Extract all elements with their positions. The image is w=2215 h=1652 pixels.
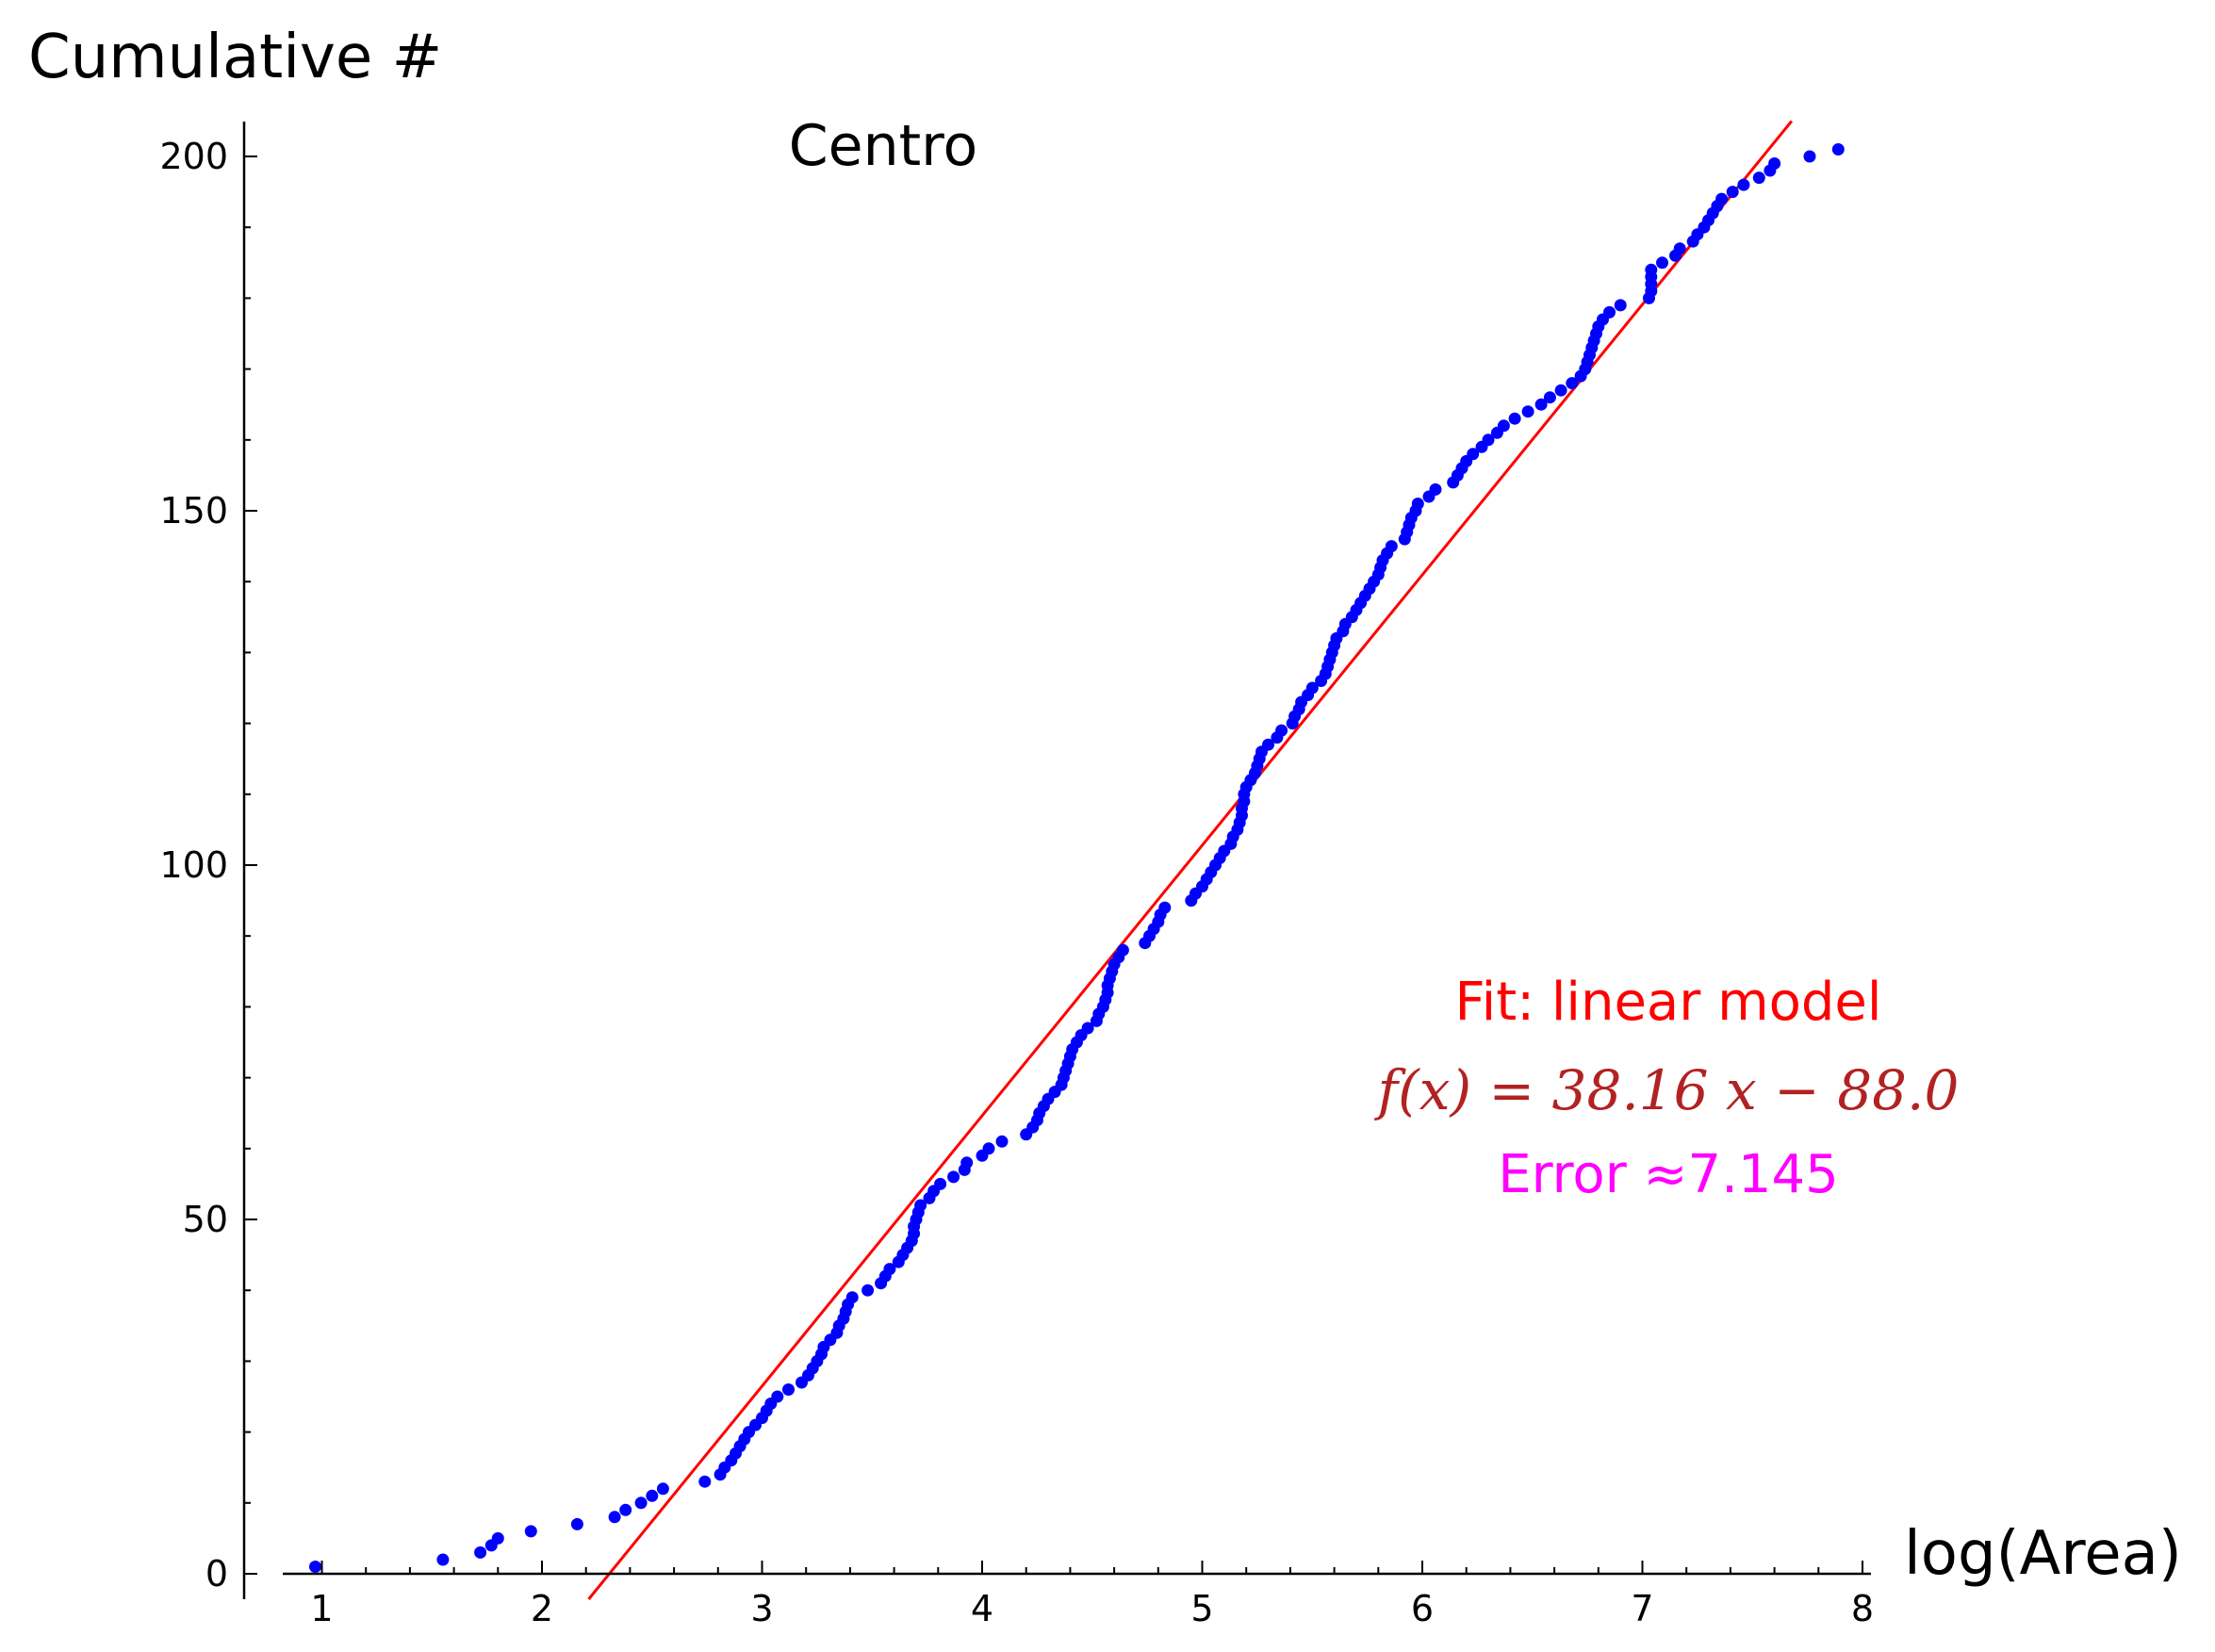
- data-point: [1673, 242, 1686, 255]
- data-point: [883, 1263, 896, 1276]
- data-point: [782, 1383, 795, 1396]
- data-point: [1081, 1022, 1094, 1035]
- data-point: [995, 1135, 1009, 1148]
- data-point: [1508, 412, 1521, 425]
- axes: 1 2 3 4 5 6 7 8 0 50 100 150 200: [159, 122, 1874, 1629]
- data-point: [1467, 448, 1480, 461]
- fit-formula: f(x) = 38.16 x − 88.0: [1374, 1058, 1960, 1122]
- y-tick-label: 50: [183, 1199, 228, 1240]
- y-axis-label: Cumulative #: [28, 23, 442, 92]
- data-point: [1385, 540, 1398, 553]
- data-point: [1497, 419, 1510, 433]
- x-axis-label: log(Area): [1904, 1519, 2182, 1589]
- data-point: [1645, 263, 1658, 276]
- data-point: [436, 1553, 450, 1566]
- y-tick-label: 100: [159, 844, 228, 886]
- data-point: [309, 1561, 321, 1573]
- x-tick-label: 4: [971, 1588, 993, 1629]
- x-ticks: 1 2 3 4 5 6 7 8: [310, 1561, 1874, 1629]
- data-point: [934, 1177, 947, 1190]
- data-point: [1614, 299, 1627, 312]
- data-point: [914, 1199, 927, 1212]
- data-point: [1656, 256, 1668, 270]
- data-point: [656, 1482, 669, 1496]
- data-point: [947, 1170, 960, 1184]
- x-tick-label: 5: [1190, 1588, 1213, 1629]
- data-point: [1429, 483, 1442, 496]
- data-point: [474, 1546, 487, 1559]
- data-point: [1831, 143, 1845, 155]
- y-tick-label: 150: [159, 490, 228, 532]
- x-tick-label: 2: [531, 1588, 553, 1629]
- data-points: [309, 143, 1845, 1573]
- data-point: [1305, 681, 1319, 695]
- data-point: [1803, 150, 1816, 163]
- x-tick-label: 6: [1411, 1588, 1434, 1629]
- data-point: [1737, 178, 1750, 191]
- data-point: [982, 1142, 995, 1155]
- data-point: [1715, 192, 1729, 205]
- fit-error: Error ≈7.145: [1498, 1144, 1839, 1205]
- y-tick-label: 0: [205, 1553, 228, 1595]
- data-point: [1603, 305, 1616, 319]
- data-point: [861, 1284, 875, 1297]
- fit-label: Fit: linear model: [1455, 972, 1882, 1033]
- data-point: [960, 1156, 974, 1169]
- data-point: [1158, 901, 1172, 914]
- data-point: [1566, 377, 1579, 390]
- data-point: [1534, 398, 1548, 411]
- data-point: [1521, 405, 1534, 418]
- fit-line-layer: [587, 120, 1794, 1600]
- x-tick-label: 3: [750, 1588, 773, 1629]
- chart-title: Centro: [789, 113, 977, 179]
- data-point: [698, 1475, 712, 1488]
- data-point: [524, 1525, 537, 1538]
- data-point: [1752, 172, 1765, 185]
- data-point: [1411, 498, 1424, 510]
- data-point: [491, 1531, 504, 1545]
- x-tick-label: 1: [310, 1588, 333, 1629]
- x-tick-label: 7: [1631, 1588, 1653, 1629]
- data-point: [570, 1517, 583, 1530]
- fit-line: [587, 120, 1794, 1600]
- data-point: [1262, 738, 1274, 751]
- data-point: [608, 1511, 621, 1524]
- data-point: [646, 1489, 659, 1502]
- x-tick-label: 8: [1851, 1588, 1874, 1629]
- data-point: [1275, 724, 1288, 737]
- data-point: [619, 1503, 632, 1516]
- data-point: [634, 1497, 648, 1510]
- data-point: [771, 1390, 784, 1403]
- data-point: [1726, 186, 1739, 199]
- data-point: [1116, 943, 1129, 957]
- y-tick-label: 200: [159, 136, 228, 177]
- data-point: [1554, 384, 1567, 397]
- data-point: [1482, 433, 1495, 447]
- data-point: [1768, 157, 1781, 170]
- y-ticks: 0 50 100 150 200: [159, 136, 257, 1595]
- data-point: [1543, 391, 1556, 404]
- data-point: [845, 1291, 859, 1304]
